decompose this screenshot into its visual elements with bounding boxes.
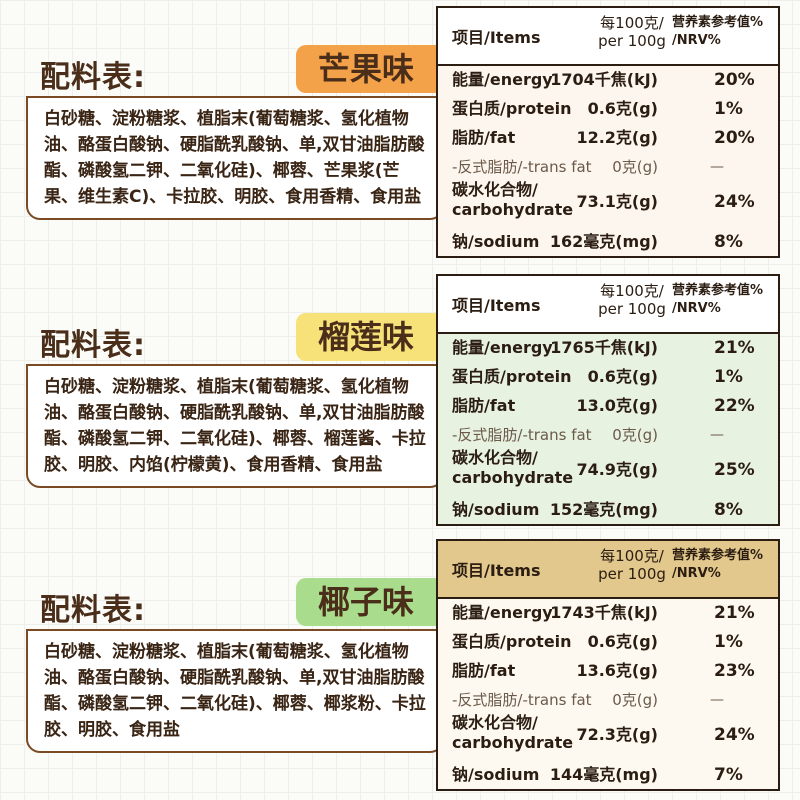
nutrient-name: 能量/energy bbox=[452, 338, 553, 357]
nutrition-table: 项目/Items 每100克/per 100g 营养素参考值%/NRV% 能量/… bbox=[436, 6, 780, 258]
ingredients-title: 配料表: bbox=[40, 328, 146, 363]
col-nrv: 营养素参考值%/NRV% bbox=[672, 283, 764, 316]
nutrient-value: 13.6克(g) bbox=[576, 661, 658, 680]
nutrient-nrv: 25% bbox=[714, 460, 755, 480]
nutrient-value: 72.3克(g) bbox=[576, 725, 658, 744]
nutrient-nrv: 1% bbox=[714, 367, 743, 387]
col-nrv: 营养素参考值%/NRV% bbox=[672, 15, 764, 48]
nutrient-nrv: 8% bbox=[714, 232, 743, 252]
nutrient-nrv: 21% bbox=[714, 338, 755, 358]
flavor-badge: 榴莲味 bbox=[296, 313, 436, 361]
nutrient-value: 162毫克(mg) bbox=[549, 232, 658, 251]
flavor-badge: 椰子味 bbox=[296, 578, 436, 626]
nutrient-nrv: 20% bbox=[714, 70, 755, 90]
nutrient-name: 钠/sodium bbox=[452, 765, 540, 784]
table-header: 项目/Items 每100克/per 100g 营养素参考值%/NRV% bbox=[438, 8, 778, 66]
nutrient-name: 钠/sodium bbox=[452, 500, 540, 519]
nutrient-nrv: 23% bbox=[714, 661, 755, 681]
nutrient-value: 0克(g) bbox=[612, 158, 658, 176]
table-header: 项目/Items 每100克/per 100g 营养素参考值%/NRV% bbox=[438, 276, 778, 334]
nutrient-name: 钠/sodium bbox=[452, 232, 540, 251]
nutrient-nrv: 22% bbox=[714, 396, 755, 416]
nutrient-name: 脂肪/fat bbox=[452, 661, 516, 680]
nutrition-table: 项目/Items 每100克/per 100g 营养素参考值%/NRV% 能量/… bbox=[436, 274, 780, 526]
nutrient-value: 0.6克(g) bbox=[587, 367, 658, 386]
nutrient-nrv: — bbox=[710, 427, 724, 443]
nutrient-value: 144毫克(mg) bbox=[549, 765, 658, 784]
nutrient-name: -反式脂肪/-trans fat bbox=[452, 426, 592, 444]
ingredients-text: 白砂糖、淀粉糖浆、植脂末(葡萄糖浆、氢化植物油、酪蛋白酸钠、硬脂酰乳酸钠、单,双… bbox=[26, 96, 444, 220]
col-per-100g: 每100克/per 100g bbox=[598, 282, 666, 318]
nutrient-value: 73.1克(g) bbox=[576, 192, 658, 211]
nutrient-value: 152毫克(mg) bbox=[549, 500, 658, 519]
nutrient-value: 0.6克(g) bbox=[587, 99, 658, 118]
ingredients-title: 配料表: bbox=[40, 60, 146, 95]
nutrient-name: 能量/energy bbox=[452, 70, 553, 89]
col-items: 项目/Items bbox=[452, 28, 541, 47]
nutrient-value: 74.9克(g) bbox=[576, 460, 658, 479]
nutrient-value: 0克(g) bbox=[612, 691, 658, 709]
ingredients-text: 白砂糖、淀粉糖浆、植脂末(葡萄糖浆、氢化植物油、酪蛋白酸钠、硬脂酰乳酸钠、单,双… bbox=[26, 629, 444, 753]
nutrient-nrv: 1% bbox=[714, 632, 743, 652]
col-items: 项目/Items bbox=[452, 296, 541, 315]
nutrient-name: 蛋白质/protein bbox=[452, 632, 572, 651]
nutrient-name: 蛋白质/protein bbox=[452, 367, 572, 386]
nutrient-value: 13.0克(g) bbox=[576, 396, 658, 415]
nutrient-nrv: 20% bbox=[714, 128, 755, 148]
nutrient-nrv: — bbox=[710, 159, 724, 175]
nutrient-nrv: 24% bbox=[714, 725, 755, 745]
nutrient-value: 12.2克(g) bbox=[576, 128, 658, 147]
nutrient-name: -反式脂肪/-trans fat bbox=[452, 158, 592, 176]
flavor-badge: 芒果味 bbox=[296, 45, 436, 93]
ingredients-title: 配料表: bbox=[40, 593, 146, 628]
nutrient-value: 1765千焦(kJ) bbox=[550, 338, 658, 357]
ingredients-text: 白砂糖、淀粉糖浆、植脂末(葡萄糖浆、氢化植物油、酪蛋白酸钠、硬脂酰乳酸钠、单,双… bbox=[26, 364, 444, 488]
col-per-100g: 每100克/per 100g bbox=[598, 14, 666, 50]
nutrient-value: 0克(g) bbox=[612, 426, 658, 444]
nutrient-name: 脂肪/fat bbox=[452, 396, 516, 415]
nutrient-name: -反式脂肪/-trans fat bbox=[452, 691, 592, 709]
nutrient-nrv: 1% bbox=[714, 99, 743, 119]
nutrient-value: 1743千焦(kJ) bbox=[550, 603, 658, 622]
nutrient-name: 碳水化合物/carbohydrate bbox=[452, 713, 574, 752]
nutrient-value: 1704千焦(kJ) bbox=[550, 70, 658, 89]
nutrient-name: 蛋白质/protein bbox=[452, 99, 572, 118]
nutrient-name: 脂肪/fat bbox=[452, 128, 516, 147]
col-nrv: 营养素参考值%/NRV% bbox=[672, 548, 764, 581]
nutrient-name: 碳水化合物/carbohydrate bbox=[452, 180, 574, 219]
nutrient-value: 0.6克(g) bbox=[587, 632, 658, 651]
nutrient-name: 碳水化合物/carbohydrate bbox=[452, 448, 574, 487]
nutrient-nrv: 21% bbox=[714, 603, 755, 623]
nutrient-nrv: 7% bbox=[714, 765, 743, 785]
col-per-100g: 每100克/per 100g bbox=[598, 547, 666, 583]
nutrient-nrv: — bbox=[710, 692, 724, 708]
nutrient-nrv: 24% bbox=[714, 192, 755, 212]
nutrient-nrv: 8% bbox=[714, 500, 743, 520]
nutrient-name: 能量/energy bbox=[452, 603, 553, 622]
col-items: 项目/Items bbox=[452, 561, 541, 580]
nutrition-table: 项目/Items 每100克/per 100g 营养素参考值%/NRV% 能量/… bbox=[436, 539, 780, 791]
table-header: 项目/Items 每100克/per 100g 营养素参考值%/NRV% bbox=[438, 541, 778, 599]
